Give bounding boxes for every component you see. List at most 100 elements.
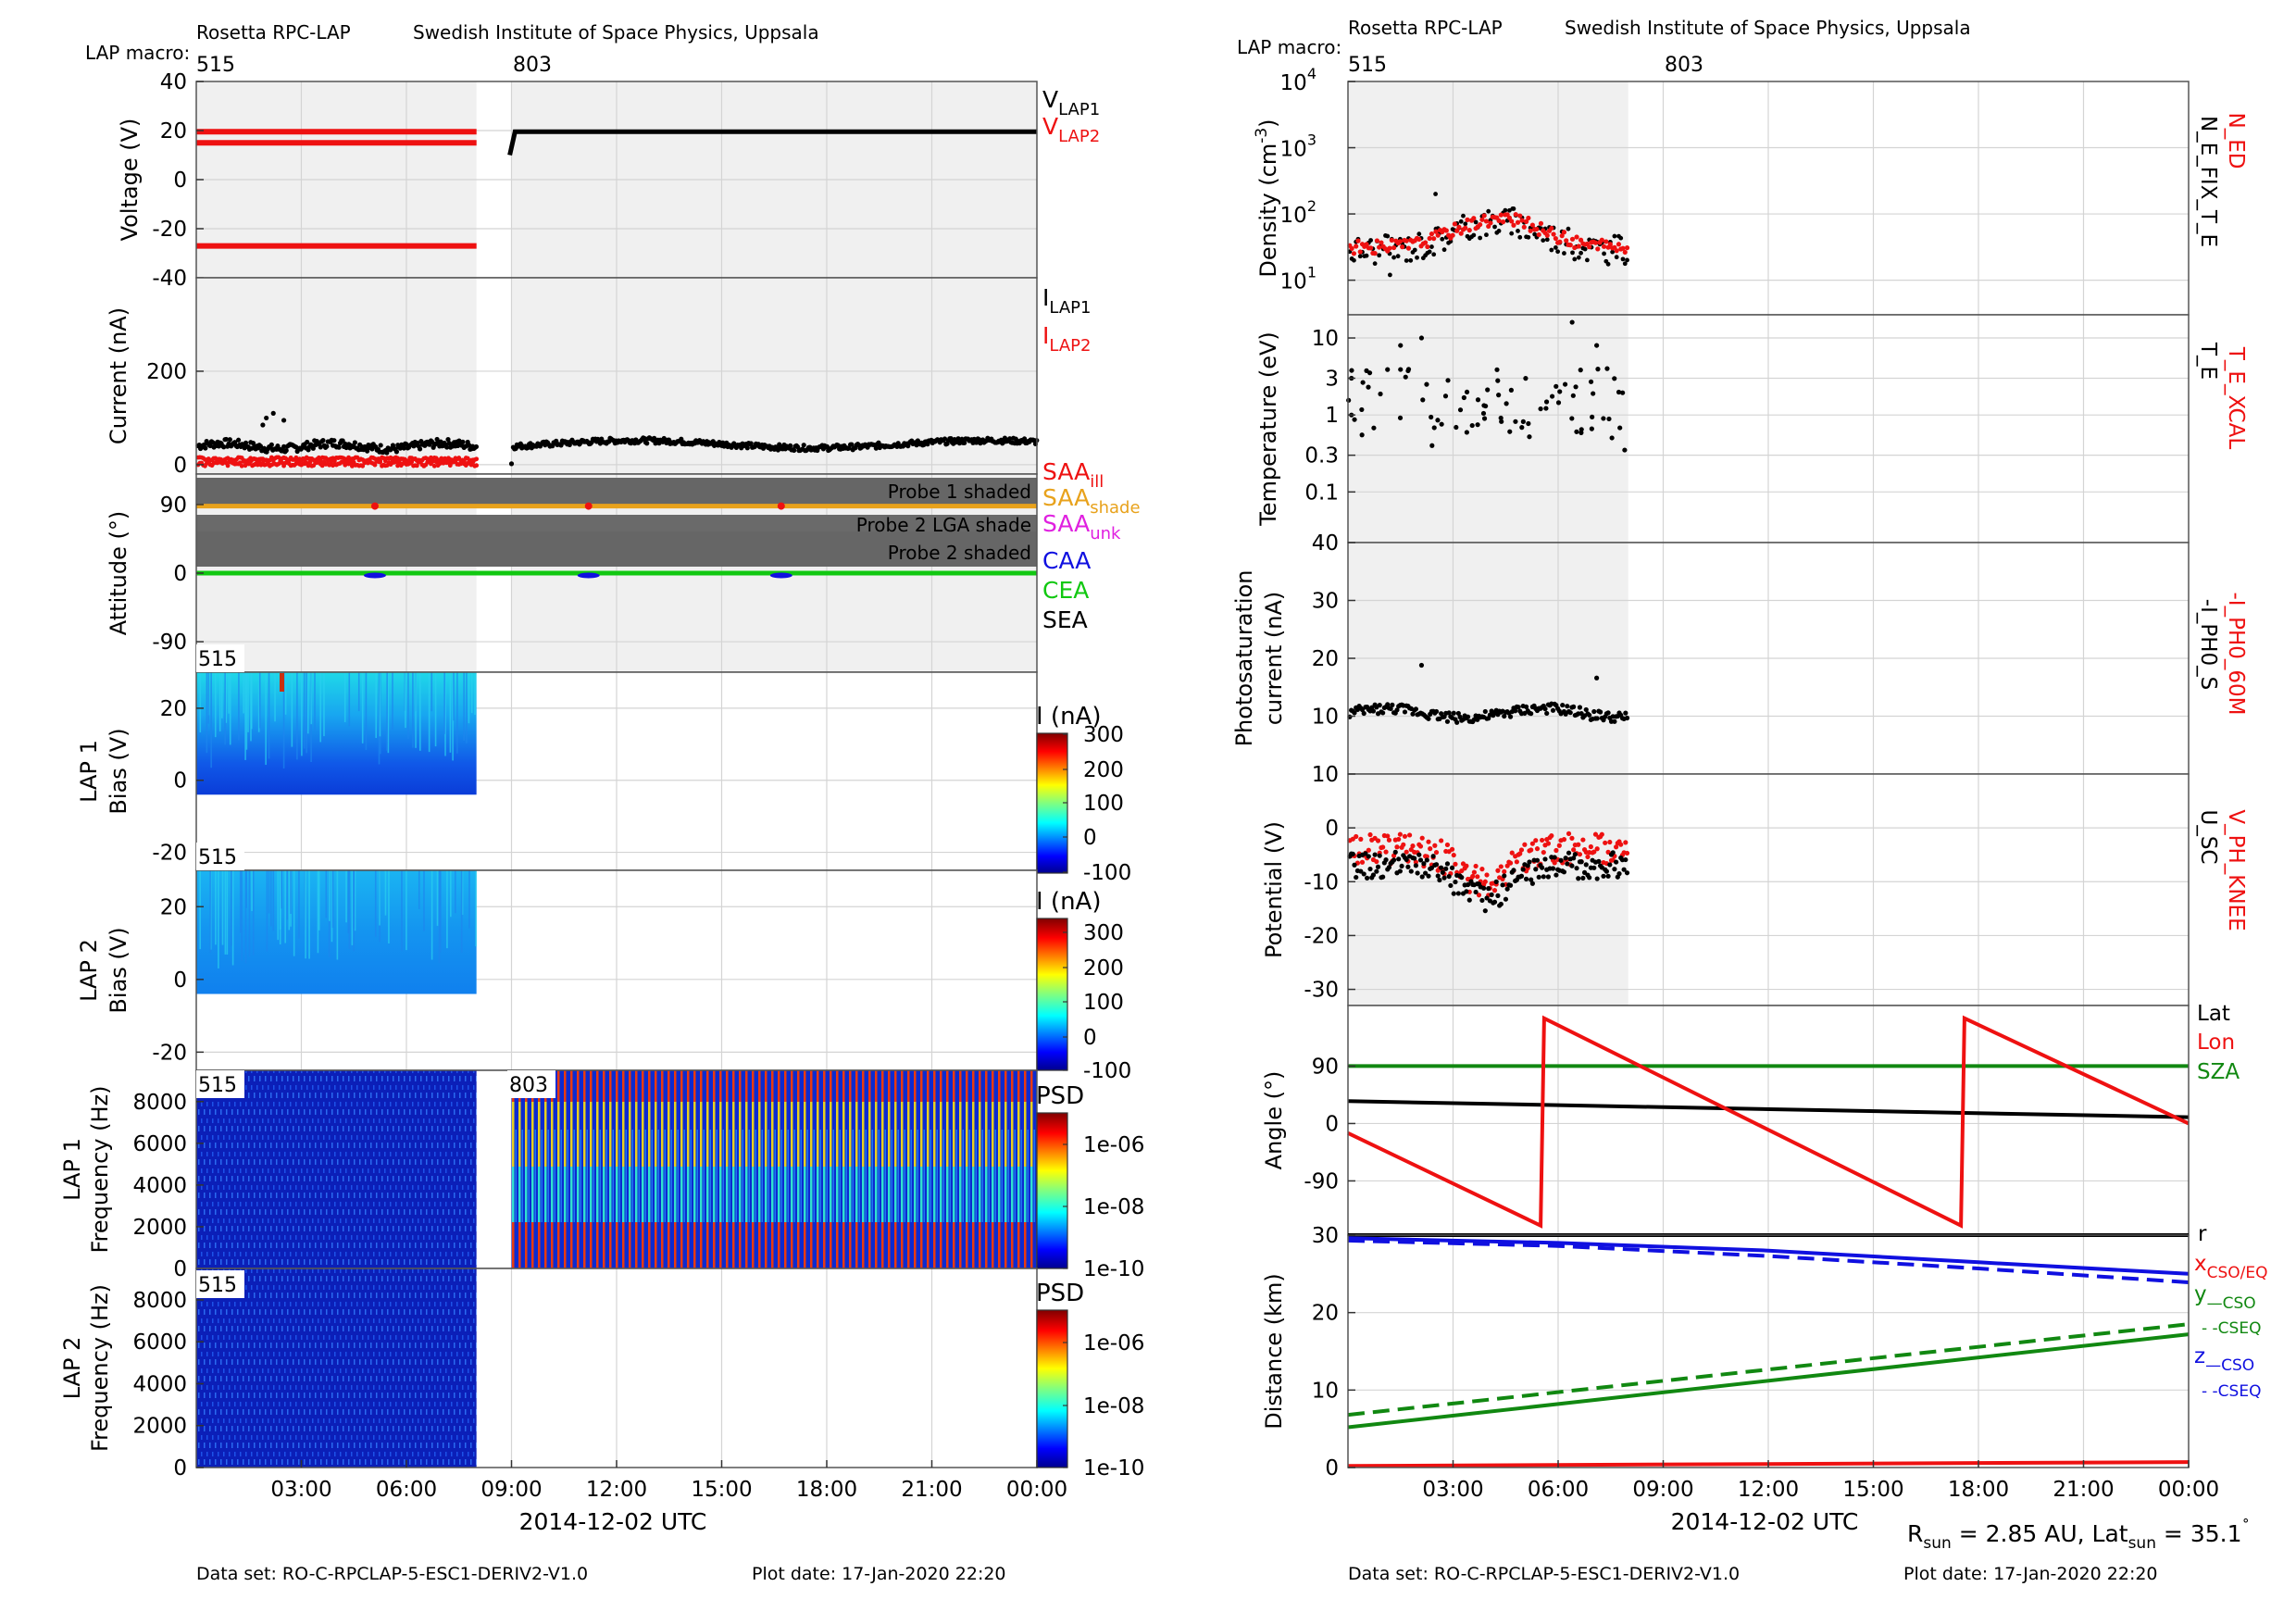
- data-point: [1594, 876, 1600, 881]
- y-tick-exponent: 1: [1307, 264, 1316, 281]
- lat-subscript: sun: [2128, 1534, 2156, 1553]
- data-point: [1529, 711, 1534, 717]
- data-point: [1387, 245, 1392, 251]
- data-point: [1583, 706, 1589, 713]
- legend-name: z: [2194, 1344, 2205, 1368]
- data-point: [1594, 846, 1600, 852]
- x-tick-label: 00:00: [2158, 1478, 2219, 1502]
- data-point: [1563, 856, 1568, 861]
- data-point: [319, 463, 325, 468]
- x-axis-label-right: 2014-12-02 UTC: [1671, 1508, 1859, 1535]
- data-point: [1429, 231, 1435, 237]
- data-point: [1432, 843, 1438, 848]
- bias-sweep-stripe: [318, 870, 320, 931]
- y-tick-label: 10: [1312, 763, 1339, 787]
- data-point: [1479, 867, 1485, 872]
- bias-sweep-stripe: [293, 870, 295, 956]
- bias-sweep-stripe: [453, 672, 455, 721]
- data-point: [1391, 255, 1396, 260]
- data-point: [1614, 859, 1619, 865]
- data-point: [1473, 219, 1479, 225]
- bias-sweep-stripe: [231, 870, 232, 946]
- data-point: [1470, 873, 1476, 880]
- bias-sweep-stripe: [336, 870, 339, 960]
- data-point: [1504, 886, 1510, 892]
- x-tick-label: 03:00: [1422, 1478, 1483, 1502]
- data-point: [942, 436, 948, 442]
- x-tick-label: 03:00: [270, 1478, 331, 1502]
- plot-date-right: Plot date: 17-Jan-2020 22:20: [1903, 1564, 2158, 1584]
- title-right: Rosetta RPC-LAP: [1348, 17, 1503, 39]
- data-point: [1544, 710, 1550, 717]
- data-point: [1451, 891, 1456, 896]
- data-point: [1455, 891, 1461, 896]
- legend-i-ph0-s: -I_PH0_S: [2196, 599, 2220, 690]
- saa-ill-point: [777, 502, 785, 510]
- data-point: [1427, 249, 1432, 255]
- y-tick-label: 0: [173, 1456, 187, 1480]
- data-point: [235, 437, 242, 443]
- data-point: [1585, 854, 1591, 860]
- data-point: [1606, 416, 1612, 422]
- data-point: [1539, 865, 1545, 870]
- data-point: [1404, 856, 1409, 862]
- data-point: [1607, 862, 1613, 868]
- data-point: [1396, 836, 1402, 843]
- data-point: [283, 447, 289, 454]
- y-tick-label: 40: [160, 70, 187, 94]
- data-point: [1597, 709, 1603, 715]
- bias-sweep-stripe: [284, 672, 287, 715]
- data-point: [1518, 847, 1525, 853]
- legend-name: V: [1042, 86, 1058, 113]
- bias-sweep-stripe: [231, 870, 234, 966]
- data-point: [352, 440, 357, 445]
- macro-box: [196, 843, 244, 870]
- bias-sweep-stripe: [460, 870, 463, 953]
- data-point: [1377, 703, 1382, 708]
- bias-sweep-stripe: [438, 870, 441, 963]
- data-point: [378, 443, 383, 448]
- data-point: [1618, 842, 1624, 847]
- data-point: [1502, 868, 1507, 874]
- series-line: [1347, 1332, 2190, 1430]
- data-point: [1552, 860, 1557, 866]
- data-point: [1500, 882, 1505, 888]
- data-point: [1424, 381, 1429, 387]
- data-point: [1541, 238, 1546, 243]
- data-point: [1538, 220, 1544, 226]
- data-point: [1525, 863, 1530, 868]
- bias-sweep-stripe: [243, 672, 244, 714]
- saa-ill-point: [584, 502, 593, 510]
- data-point: [1375, 864, 1381, 869]
- bias-sweep-stripe: [325, 870, 328, 918]
- data-point: [336, 444, 342, 450]
- data-point: [384, 450, 390, 456]
- colorbar-label: PSD: [1036, 1280, 1084, 1307]
- data-point: [1572, 244, 1578, 251]
- data-point: [1620, 245, 1626, 251]
- y-tick-label: 90: [160, 493, 187, 518]
- bias-sweep-stripe: [215, 870, 217, 945]
- bias-sweep-stripe: [379, 672, 381, 737]
- data-point: [1591, 708, 1597, 715]
- data-point: [1464, 389, 1470, 395]
- data-point: [1578, 250, 1583, 256]
- y-tick-label: 104: [1280, 65, 1316, 95]
- data-point: [1451, 852, 1456, 858]
- data-point: [1352, 417, 1357, 422]
- data-point: [1404, 258, 1409, 263]
- data-point: [1448, 882, 1454, 889]
- data-point: [1515, 219, 1521, 225]
- data-point: [1355, 238, 1361, 244]
- bias-sweep-stripe: [347, 870, 350, 934]
- data-point: [1605, 873, 1611, 879]
- data-point: [1481, 403, 1487, 408]
- data-point: [1614, 248, 1619, 254]
- data-point: [1007, 436, 1013, 442]
- data-point: [1475, 397, 1481, 403]
- psd-image-515: [196, 1268, 477, 1468]
- data-point: [1590, 414, 1595, 419]
- data-point: [1622, 447, 1628, 453]
- x-tick-label: 12:00: [586, 1478, 647, 1502]
